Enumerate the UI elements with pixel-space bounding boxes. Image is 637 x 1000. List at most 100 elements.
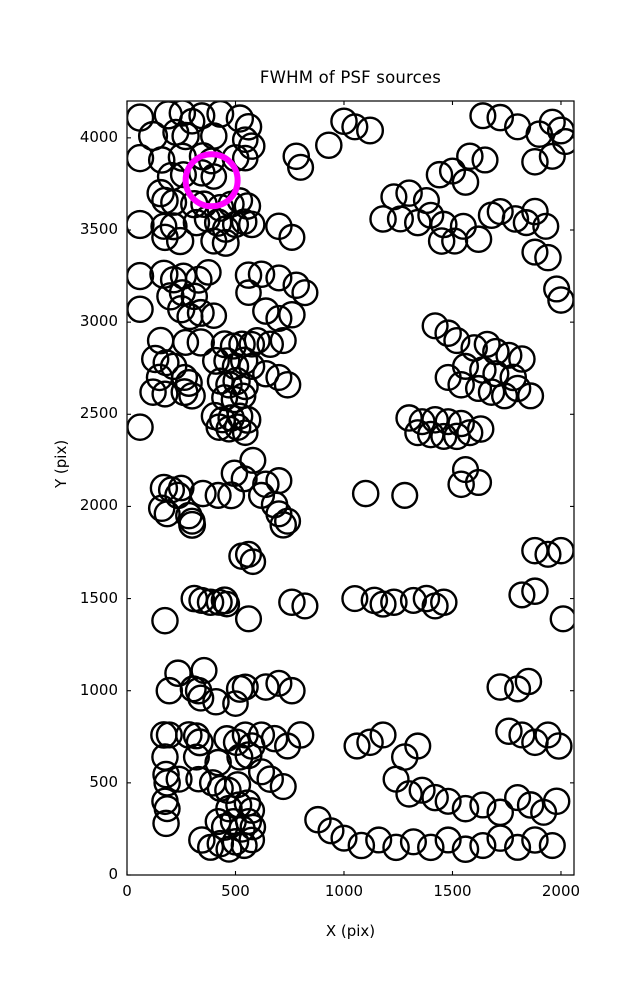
psf-source-circle [427, 227, 456, 255]
selected-source-circle[interactable] [182, 151, 241, 210]
psf-source-circle [231, 126, 259, 154]
psf-source-circle [265, 467, 293, 495]
psf-source-circle [150, 212, 178, 240]
psf-source-circle [200, 227, 228, 255]
psf-source-circle [486, 824, 515, 852]
psf-source-circle [521, 197, 549, 226]
psf-source-circle [186, 328, 215, 357]
highlighted-source-marker[interactable] [182, 151, 241, 210]
psf-source-circle [447, 409, 475, 438]
psf-source-circle [252, 297, 280, 325]
psf-source-circle [434, 787, 462, 815]
psf-source-circle [508, 345, 536, 373]
psf-source-circle [521, 148, 549, 176]
psf-source-circle [532, 212, 560, 240]
y-tick-label: 1500 [79, 588, 118, 607]
psf-source-circle [201, 346, 230, 375]
psf-source-circle [473, 330, 501, 358]
x-tick-label: 1500 [433, 882, 472, 900]
psf-source-circle [260, 724, 289, 753]
psf-source-circle [239, 813, 267, 841]
psf-source-circle [315, 131, 343, 160]
psf-source-circle [341, 113, 369, 141]
psf-source-circle [182, 722, 211, 750]
psf-source-circle [223, 413, 252, 441]
psf-source-circle [386, 205, 414, 233]
psf-source-circle [351, 479, 380, 508]
psf-source-circle [486, 103, 515, 132]
psf-source-circle [451, 835, 480, 863]
psf-source-circle [434, 319, 462, 347]
psf-source-circle [239, 446, 267, 474]
psf-source-circle [477, 378, 506, 406]
y-tick-label: 500 [89, 772, 118, 791]
psf-source-circle [265, 304, 293, 333]
psf-source-circle [127, 413, 154, 441]
psf-source-circle [495, 717, 523, 746]
axis-ticks [126, 101, 574, 876]
psf-source-circle [167, 474, 195, 502]
psf-source-circle [238, 330, 266, 358]
x-axis-label: X (pix) [325, 922, 376, 940]
x-tick-label: 500 [221, 882, 250, 900]
psf-source-circle [147, 494, 176, 523]
psf-source-circle [231, 144, 259, 172]
psf-source-circle [517, 382, 545, 410]
psf-source-circle [278, 676, 306, 705]
psf-source-circle [211, 384, 239, 412]
psf-source-circle [265, 669, 293, 697]
psf-source-circle [168, 101, 197, 127]
psf-source-circle [412, 584, 441, 613]
psf-source-circle [182, 208, 211, 237]
psf-source-circle [521, 826, 549, 854]
psf-source-circle [395, 780, 423, 808]
psf-source-circle [127, 143, 155, 173]
psf-source-circle [171, 121, 200, 151]
psf-source-circle [234, 113, 263, 141]
psf-source-circle [538, 142, 566, 170]
psf-source-circle [404, 419, 432, 447]
psf-source-circle [434, 363, 462, 391]
psf-source-circle [278, 223, 306, 251]
psf-source-circle [521, 577, 549, 605]
y-tick-label: 1000 [79, 680, 118, 699]
psf-source-circle [196, 588, 225, 617]
psf-source-circle [503, 374, 532, 403]
psf-source-circle [464, 374, 493, 403]
psf-source-circle [151, 380, 179, 408]
psf-source-circle [153, 795, 181, 823]
psf-source-circle [395, 179, 423, 207]
psf-source-circle [213, 590, 241, 618]
psf-source-circle [421, 406, 449, 434]
psf-source-circle [464, 468, 493, 497]
psf-source-circle [508, 721, 536, 749]
psf-source-circle [238, 352, 266, 380]
psf-source-circle [291, 592, 319, 620]
psf-source-circle [265, 363, 293, 391]
psf-source-circle [169, 161, 197, 189]
psf-source-circle [399, 586, 427, 614]
psf-source-circle [456, 142, 484, 171]
psf-source-circle [256, 765, 284, 793]
psf-source-circle [534, 540, 562, 568]
psf-source-circle [200, 302, 228, 330]
psf-source-circle [341, 585, 369, 613]
psf-source-circle [152, 760, 180, 789]
psf-source-circle [382, 833, 410, 862]
psf-source-circle [189, 479, 217, 508]
psf-source-circle [188, 826, 216, 854]
x-tick-label: 0 [122, 882, 132, 900]
psf-source-circle [247, 260, 276, 289]
psf-source-circle [501, 205, 530, 233]
psf-source-circle [547, 286, 574, 314]
y-tick-label: 2500 [79, 404, 118, 423]
psf-source-circle [471, 146, 499, 174]
psf-source-circle [151, 606, 179, 635]
psf-source-circle [521, 238, 549, 266]
psf-source-circle [269, 772, 297, 801]
psf-source-circle [252, 673, 280, 701]
psf-source-circle [291, 279, 319, 307]
psf-source-circle [160, 188, 188, 216]
psf-source-circle [265, 264, 293, 292]
